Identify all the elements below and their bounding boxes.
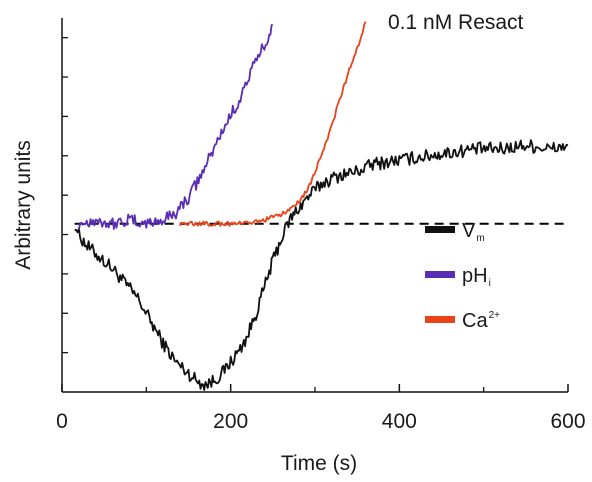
series-line-v: [74, 139, 569, 391]
y-axis-ticks: [62, 37, 68, 354]
legend-swatch-ph: [425, 271, 455, 278]
x-tick-label: 600: [550, 410, 585, 433]
x-tick-label: 200: [213, 410, 248, 433]
legend-label-ph: pHi: [462, 265, 491, 289]
x-tick-labels: 0 200 400 600: [56, 410, 585, 433]
y-axis-title: Arbitrary units: [12, 140, 35, 270]
legend: Vm pHi Ca2+: [425, 220, 500, 332]
stimulus-annotation: 0.1 nM Resact: [388, 11, 524, 34]
series-line-ph: [78, 24, 274, 230]
series-line-ca: [179, 21, 367, 227]
legend-label-v: Vm: [462, 220, 485, 244]
legend-swatch-v: [425, 226, 455, 233]
x-axis-title: Time (s): [281, 452, 357, 475]
legend-swatch-ca: [425, 316, 455, 323]
x-axis-ticks: [61, 384, 569, 392]
x-tick-label: 0: [56, 410, 68, 433]
legend-label-ca: Ca2+: [462, 310, 500, 332]
series-layer: [74, 21, 569, 391]
x-tick-label: 400: [382, 410, 417, 433]
